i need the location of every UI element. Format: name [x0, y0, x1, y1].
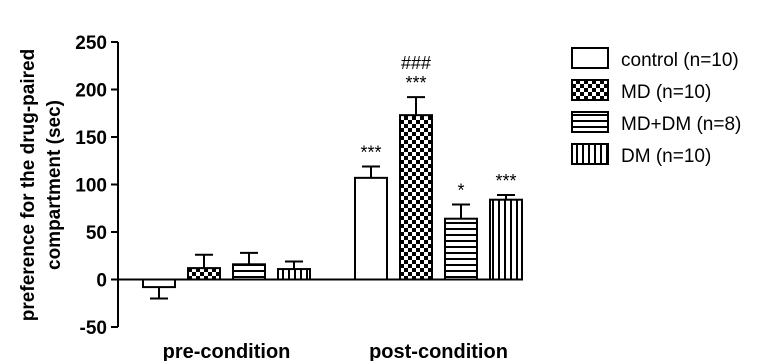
legend-label: DM (n=10)	[621, 146, 711, 167]
bar	[187, 267, 221, 281]
y-axis-label-line1: preference for the drug-paired	[18, 49, 39, 321]
y-tick-label: 250	[75, 33, 107, 54]
bar	[232, 263, 266, 281]
bar	[489, 198, 523, 281]
y-tick-label: 0	[96, 271, 107, 292]
significance-label: ###	[401, 53, 431, 73]
legend-swatch	[571, 111, 609, 133]
significance-label: *	[457, 180, 464, 200]
y-axis: -50 0 50 100 150 200 250	[75, 33, 119, 339]
y-tick-label: 50	[86, 223, 107, 244]
legend: control (n=10) MD (n=10) MD+DM (n=8) DM (n=…	[571, 47, 741, 167]
significance-label: ***	[405, 73, 426, 93]
legend-label: control (n=10)	[621, 50, 739, 71]
legend-label: MD (n=10)	[621, 82, 711, 103]
bar	[277, 268, 311, 281]
bar	[399, 114, 433, 281]
legend-swatch	[571, 79, 609, 101]
bar	[444, 217, 478, 281]
bar	[142, 278, 176, 289]
x-category-label: post-condition	[369, 341, 508, 361]
x-category-label: pre-condition	[163, 341, 291, 361]
bar	[354, 176, 388, 281]
y-tick-label: 150	[75, 128, 107, 149]
legend-swatch	[571, 143, 609, 165]
y-tick-label: -50	[80, 318, 107, 339]
x-axis: pre-condition post-condition	[118, 278, 512, 361]
legend-label: MD+DM (n=8)	[621, 114, 741, 135]
y-axis-label-line2: compartment (sec)	[44, 100, 65, 270]
bar-group: ******###* ***	[142, 53, 523, 300]
y-tick-label: 200	[75, 81, 107, 102]
y-tick-label: 100	[75, 176, 107, 197]
significance-label: ***	[495, 171, 516, 191]
legend-swatch	[571, 47, 609, 69]
significance-label: ***	[360, 142, 381, 162]
